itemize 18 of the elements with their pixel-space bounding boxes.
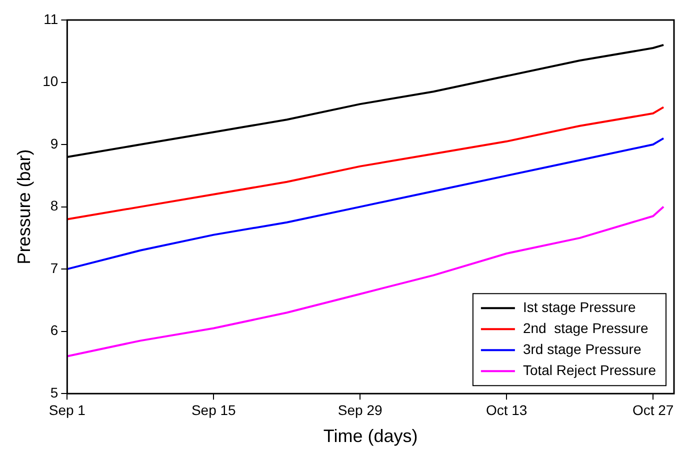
y-tick-label: 5 <box>50 384 58 400</box>
legend-label: 3rd stage Pressure <box>522 340 642 357</box>
y-tick-label: 8 <box>50 198 58 214</box>
x-tick-label: Oct 27 <box>632 402 674 418</box>
x-tick-label: Sep 29 <box>338 402 383 418</box>
y-tick-label: 9 <box>50 135 58 152</box>
legend-label: 2nd stage Pressure <box>522 320 648 336</box>
y-tick-label: 7 <box>50 260 58 276</box>
y-axis-title: Pressure (bar) <box>14 149 34 264</box>
y-tick-label: 11 <box>44 10 58 27</box>
x-axis-title: Time (days) <box>323 426 418 446</box>
legend-label: Total Reject Pressure <box>522 362 656 378</box>
legend-label: Ist stage Pressure <box>522 298 636 315</box>
x-tick-label: Oct 13 <box>486 402 528 418</box>
x-tick-label: Sep 1 <box>48 402 86 418</box>
y-tick-label: 6 <box>50 322 58 338</box>
x-tick-label: Sep 15 <box>191 402 236 418</box>
y-tick-label: 10 <box>42 73 58 90</box>
